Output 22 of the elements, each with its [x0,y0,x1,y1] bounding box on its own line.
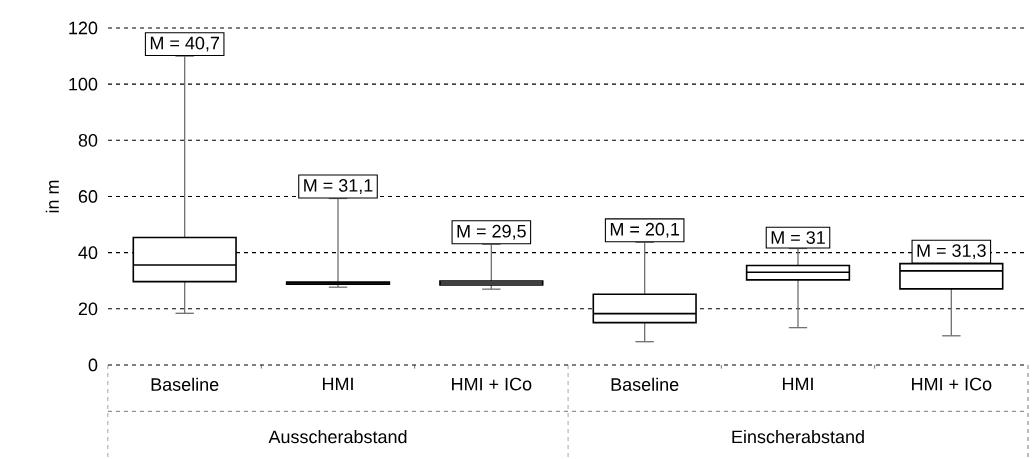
text: Einscherabstand [732,429,864,444]
y-tick-label: 40 [78,246,98,260]
y-tick-label: 20 [78,302,98,316]
x-tick-label: Baseline [151,377,219,391]
annotation: M = 20,1 [610,222,680,238]
x-tick-label: HMI [322,377,353,391]
y-tick-label: 120 [69,21,98,35]
x-tick-label: HMI + ICo [912,377,992,391]
text: Ausscherabstand [268,429,407,444]
annotation: M = 29,5 [457,224,526,240]
x-tick-label: Baseline [611,377,679,391]
y-tick-label: 0 [88,358,98,372]
y-tick-label: 60 [78,190,98,203]
annotation: M = 31,1 [304,179,373,194]
annotation: M = 31,3 [917,244,986,260]
x-tick-label: HMI + ICo [452,377,532,391]
annotation: M = 40,7 [150,36,220,52]
y-tick-label: 100 [69,77,98,91]
x-tick-label: HMI [782,377,813,391]
annotation: M = 31 [771,231,825,244]
y-axis-title: in m [45,180,59,213]
y-tick-label: 80 [78,133,98,147]
